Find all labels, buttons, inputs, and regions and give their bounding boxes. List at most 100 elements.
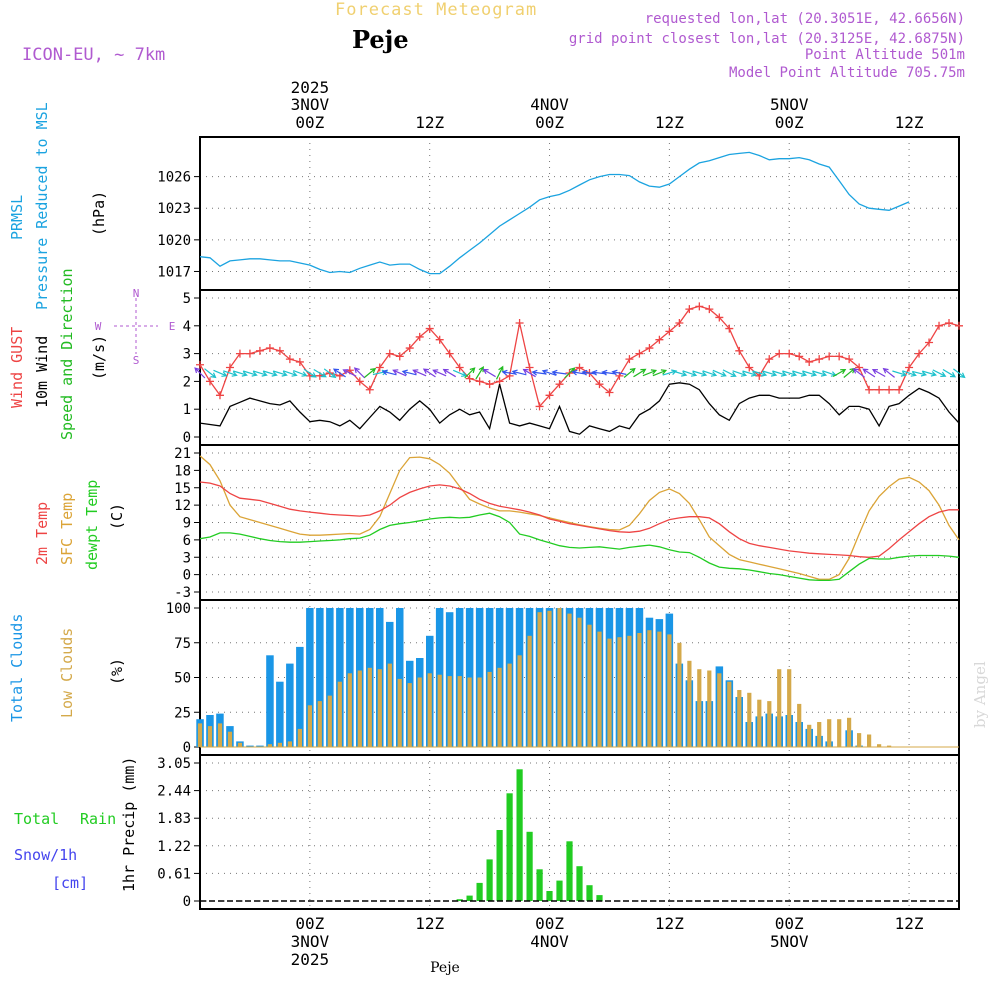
wind-direction-arrow: [633, 368, 647, 378]
rain-bar: [586, 885, 593, 901]
wind-direction-arrow: [682, 370, 698, 377]
wind-direction-arrow: [722, 369, 737, 377]
total-clouds-bar: [336, 608, 344, 747]
low-clouds-bar: [327, 695, 332, 747]
rain-bar: [496, 830, 503, 901]
wind-direction-arrow: [464, 367, 476, 379]
low-clouds-bar: [337, 681, 342, 747]
low-clouds-bar: [407, 683, 412, 747]
wind-direction-arrow: [213, 369, 228, 377]
rain-bar: [486, 859, 493, 901]
wind-gust-marker: [725, 324, 734, 333]
y-tick-label: 100: [166, 601, 191, 617]
wind-direction-arrow: [942, 368, 957, 378]
wind-gust-marker: [415, 332, 424, 341]
y-tick-label: 15: [174, 481, 191, 497]
wind-label-gust: Wind GUST: [8, 327, 26, 408]
wind-direction-arrow: [551, 369, 567, 376]
low-clouds-bar: [657, 631, 662, 747]
top-axis-date: 4NOV: [530, 95, 569, 114]
wind-direction-arrow: [475, 366, 484, 380]
wind-direction-arrow: [922, 370, 938, 377]
wind-direction-arrow: [194, 367, 206, 379]
low-clouds-bar: [747, 692, 752, 747]
wind-gust-marker: [735, 346, 744, 355]
temp-unit: (C): [108, 503, 126, 530]
y-tick-label: 3: [183, 347, 191, 363]
wind-speed-line: [199, 382, 960, 435]
wind-gust-marker: [225, 363, 234, 372]
top-axis-hour: 00Z: [535, 113, 564, 132]
low-clouds-bar: [517, 655, 522, 747]
wind-gust-marker: [215, 391, 224, 400]
low-clouds-bar: [737, 690, 742, 747]
wind-direction-arrow: [392, 369, 407, 377]
total-clouds-bar: [316, 608, 324, 747]
low-clouds-bar: [797, 703, 802, 747]
wind-gust-marker: [485, 380, 494, 389]
wind-direction-arrow: [223, 370, 238, 377]
bottom-axis-hour: 12Z: [895, 914, 924, 933]
wind-direction-arrow: [642, 369, 658, 377]
wind-direction-arrow: [623, 367, 636, 378]
low-clouds-bar: [537, 612, 542, 747]
low-clouds-bar: [727, 681, 732, 747]
low-clouds-bar: [877, 744, 882, 747]
wind-gust-marker: [435, 335, 444, 344]
wind-gust-marker: [405, 344, 414, 353]
y-tick-label: 0: [183, 430, 191, 446]
pressure-unit: (hPa): [90, 191, 108, 236]
wind-gust-marker: [595, 380, 604, 389]
watermark: by Angel: [971, 661, 989, 728]
wind-direction-arrow: [522, 368, 536, 378]
wind-gust-marker: [845, 355, 854, 364]
wind-direction-arrow: [364, 367, 377, 378]
wind-direction-arrow: [762, 370, 778, 377]
wind-gust-marker: [835, 352, 844, 361]
top-axis-year: 2025: [291, 78, 330, 97]
low-clouds-bar: [527, 635, 532, 747]
top-axis-hour: 00Z: [775, 113, 804, 132]
wind-gust-marker: [355, 377, 364, 386]
low-clouds-bar: [827, 719, 832, 747]
low-clouds-bar: [237, 742, 243, 747]
low-clouds-bar: [687, 660, 692, 747]
low-clouds-bar: [487, 671, 492, 747]
header-model: ICON-EU, ~ 7km: [22, 45, 165, 65]
wind-gust-marker: [645, 344, 654, 353]
rain-bar: [516, 769, 523, 901]
wind-gust-marker: [545, 391, 554, 400]
wind-gust-marker: [745, 363, 754, 372]
wind-direction-arrow: [953, 368, 966, 379]
wind-direction-arrow: [432, 369, 447, 377]
wind-gust-marker: [885, 385, 894, 394]
wind-label-direction: Speed and Direction: [58, 268, 76, 440]
wind-direction-arrow: [832, 368, 847, 378]
bottom-axis-hour: 12Z: [655, 914, 684, 933]
bottom-axis-year: 2025: [291, 950, 330, 969]
low-clouds-bar: [387, 663, 392, 747]
wind-direction-arrow: [782, 370, 798, 377]
y-tick-label: 1026: [157, 170, 191, 186]
header-point-altitude: Point Altitude 501m: [805, 47, 965, 63]
low-clouds-bar: [507, 663, 512, 747]
wind-gust-marker: [715, 313, 724, 322]
y-tick-label: 0.61: [157, 866, 191, 882]
low-clouds-bar: [697, 669, 702, 747]
wind-gust-marker: [475, 377, 484, 386]
wind-direction-arrow: [273, 370, 288, 377]
wind-gust-marker: [275, 346, 284, 355]
footer-location: Peje: [430, 960, 460, 976]
y-tick-label: -3: [174, 585, 191, 601]
y-tick-label: 1023: [157, 201, 191, 217]
low-clouds-bar: [377, 669, 382, 747]
wind-gust-marker: [555, 380, 564, 389]
wind-direction-arrow: [342, 369, 357, 377]
wind-gust-marker: [775, 349, 784, 358]
low-clouds-bar: [347, 673, 352, 747]
y-tick-label: 50: [174, 671, 191, 687]
precip-label-rain: Rain: [80, 810, 116, 828]
y-tick-label: 0: [183, 568, 191, 584]
